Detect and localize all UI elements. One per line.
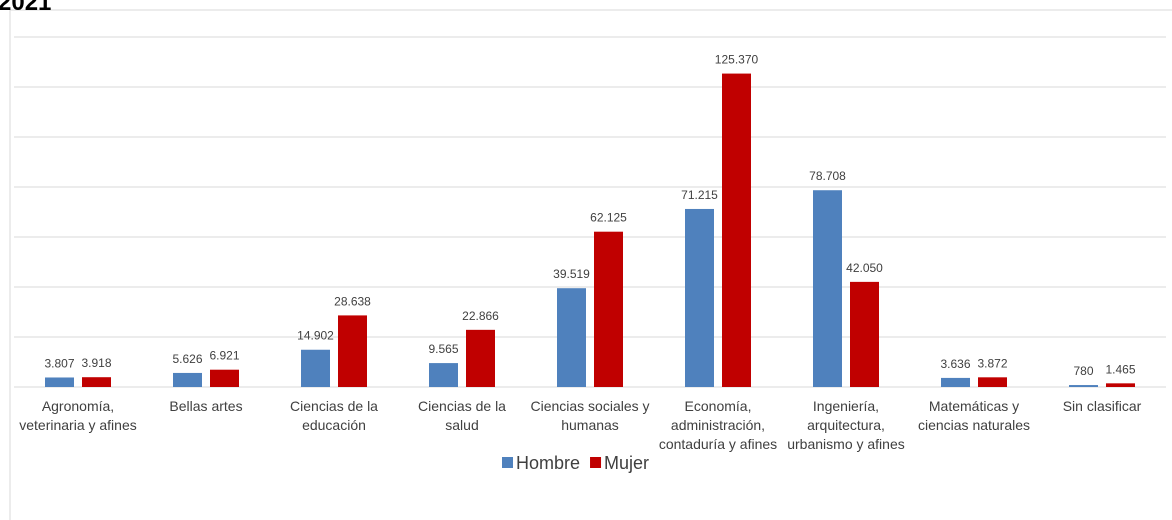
x-tick-label: Agronomía, veterinaria y afines bbox=[19, 398, 137, 433]
bar bbox=[978, 377, 1007, 387]
bar bbox=[82, 377, 111, 387]
legend-swatch bbox=[502, 457, 513, 468]
legend-swatch bbox=[590, 457, 602, 468]
data-label: 78.708 bbox=[809, 169, 846, 183]
bar bbox=[1106, 383, 1135, 387]
data-label: 125.370 bbox=[715, 53, 759, 67]
data-label: 62.125 bbox=[590, 211, 627, 225]
data-label: 71.215 bbox=[681, 188, 718, 202]
data-label: 9.565 bbox=[428, 342, 458, 356]
legend-label: Hombre bbox=[516, 453, 580, 473]
data-label: 28.638 bbox=[334, 294, 371, 308]
data-label: 1.465 bbox=[1105, 362, 1135, 376]
x-tick-label: Matemáticas y ciencias naturales bbox=[917, 398, 1031, 433]
data-label: 6.921 bbox=[209, 349, 239, 363]
bar bbox=[1069, 385, 1098, 387]
bar bbox=[941, 377, 970, 387]
data-label: 3.807 bbox=[44, 356, 74, 370]
data-label: 42.050 bbox=[846, 261, 883, 275]
bar bbox=[813, 190, 842, 387]
chart-border bbox=[9, 9, 1172, 520]
bar bbox=[338, 315, 367, 387]
x-tick-label: Bellas artes bbox=[169, 398, 243, 414]
data-label: 3.918 bbox=[81, 356, 111, 370]
data-label: 5.626 bbox=[172, 352, 202, 366]
bar bbox=[685, 208, 714, 387]
legend-label: Mujer bbox=[604, 453, 649, 473]
bar bbox=[850, 281, 879, 387]
bar bbox=[210, 369, 239, 387]
data-label: 780 bbox=[1073, 364, 1093, 378]
data-label: 39.519 bbox=[553, 267, 590, 281]
x-tick-label: Ciencias de la educación bbox=[290, 398, 378, 433]
bar bbox=[722, 73, 751, 387]
bar bbox=[557, 288, 586, 387]
bar bbox=[301, 349, 330, 387]
bar bbox=[173, 372, 202, 387]
x-tick-label: Ciencias sociales y humanas bbox=[530, 398, 650, 433]
bar bbox=[429, 363, 458, 387]
x-tick-label: Sin clasificar bbox=[1062, 398, 1142, 414]
x-tick-label: Ciencias de la salud bbox=[418, 398, 506, 433]
data-label: 3.872 bbox=[977, 356, 1007, 370]
data-label: 22.866 bbox=[462, 309, 499, 323]
chart-title: 2021 bbox=[0, 0, 51, 16]
x-tick-label: Economía, administración, contaduría y a… bbox=[658, 398, 778, 452]
data-label: 14.902 bbox=[297, 329, 334, 343]
bar bbox=[45, 377, 74, 387]
data-label: 3.636 bbox=[940, 357, 970, 371]
bar bbox=[594, 231, 623, 387]
x-tick-label: Ingeniería, arquitectura, urbanismo y af… bbox=[787, 398, 905, 452]
bar bbox=[466, 329, 495, 387]
